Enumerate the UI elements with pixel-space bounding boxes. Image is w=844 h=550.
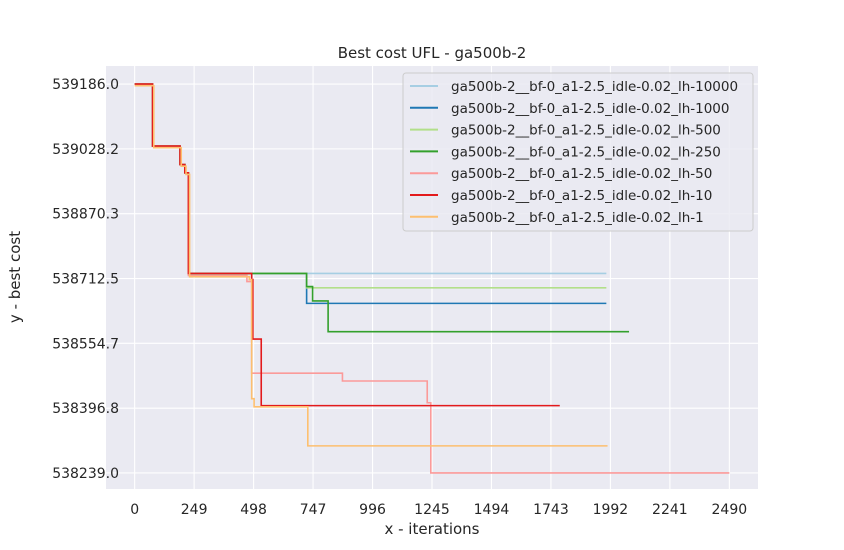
legend-label-5: ga500b-2__bf-0_a1-2.5_idle-0.02_lh-50 [451,166,712,182]
series-line-7 [134,84,608,447]
legend-label-4: ga500b-2__bf-0_a1-2.5_idle-0.02_lh-250 [451,144,721,160]
y-tick-label: 538554.7 [52,336,119,352]
legend-box [402,72,754,232]
x-axis: 0 249 498 747 996 1245 1494 1743 1992 2241 2490 [130,502,747,518]
y-tick-label: 538396.8 [52,401,119,417]
x-tick-label: 1743 [533,502,569,518]
y-axis-label: y - best cost [6,231,24,323]
y-tick-label: 538239.0 [52,466,119,482]
x-tick-label: 996 [359,502,386,518]
y-tick-label: 539186.0 [52,77,119,93]
x-tick-label: 2490 [712,502,748,518]
x-tick-label: 2241 [652,502,688,518]
y-tick-label: 538870.3 [52,207,119,223]
x-tick-label: 0 [130,502,139,518]
x-tick-label: 747 [300,502,327,518]
x-axis-label: x - iterations [384,520,479,538]
y-axis: 539186.0 539028.2 538870.3 538712.5 538554.7… [52,77,119,482]
series-line-6 [134,83,560,407]
legend: ga500b-2__bf-0_a1-2.5_idle-0.02_lh-10000… [402,72,754,232]
legend-label-6: ga500b-2__bf-0_a1-2.5_idle-0.02_lh-10 [451,188,712,204]
legend-label-1: ga500b-2__bf-0_a1-2.5_idle-0.02_lh-10000 [451,79,738,95]
y-tick-label: 538712.5 [52,272,119,288]
legend-label-3: ga500b-2__bf-0_a1-2.5_idle-0.02_lh-500 [451,123,721,139]
legend-label-7: ga500b-2__bf-0_a1-2.5_idle-0.02_lh-1 [451,210,704,226]
legend-label-2: ga500b-2__bf-0_a1-2.5_idle-0.02_lh-1000 [451,101,729,117]
y-tick-label: 539028.2 [52,142,119,158]
chart-title: Best cost UFL - ga500b-2 [338,44,527,62]
x-tick-label: 498 [240,502,267,518]
x-tick-label: 1245 [414,502,450,518]
x-tick-label: 1992 [593,502,629,518]
series-group [134,83,730,474]
x-tick-label: 1494 [474,502,510,518]
x-tick-label: 249 [181,502,208,518]
